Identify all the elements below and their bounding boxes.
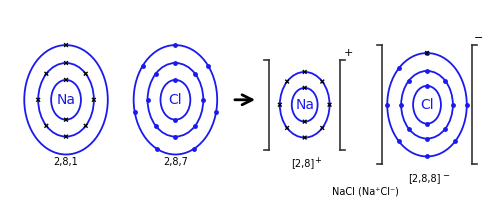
Text: +: + [314, 156, 322, 165]
Text: 2,8,1: 2,8,1 [54, 157, 78, 167]
Text: −: − [474, 33, 483, 43]
Text: −: − [442, 171, 449, 180]
Text: [2,8,8]: [2,8,8] [408, 173, 440, 183]
Text: NaCl (Na⁺Cl⁻): NaCl (Na⁺Cl⁻) [332, 186, 400, 196]
Text: [2,8]: [2,8] [291, 158, 314, 168]
Text: Cl: Cl [168, 93, 182, 107]
Text: Na: Na [56, 93, 76, 107]
Text: Cl: Cl [420, 98, 434, 112]
Text: +: + [344, 48, 353, 58]
Text: 2,8,7: 2,8,7 [163, 157, 188, 167]
Text: Na: Na [295, 98, 314, 112]
